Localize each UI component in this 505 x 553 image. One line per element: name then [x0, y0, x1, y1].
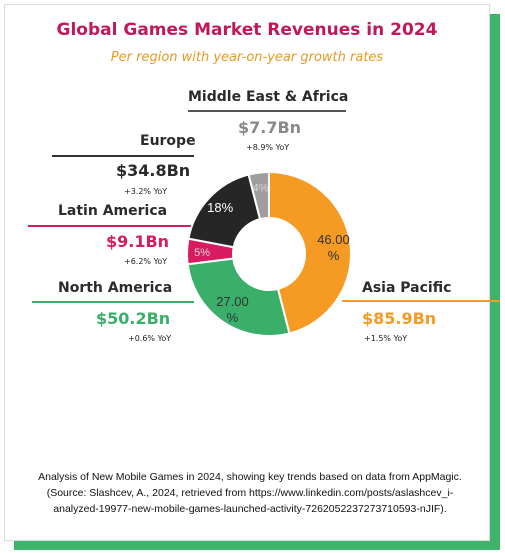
region-yoy-europe: +3.2% YoY	[124, 187, 168, 196]
slice-middle-east-africa	[247, 170, 270, 221]
region-line-europe	[52, 155, 194, 157]
chart-subtitle: Per region with year-on-year growth rate…	[110, 50, 384, 65]
region-revenue-north-america: $50.2Bn	[96, 309, 171, 328]
infographic-card	[4, 4, 490, 541]
chart-title: Global Games Market Revenues in 2024	[56, 20, 438, 40]
region-name-north-america: North America	[58, 280, 173, 296]
slice-label-asia-pacific: 46.00%	[317, 232, 350, 263]
footnote-line-2: (Source: Slashcev, A., 2024, retrieved f…	[46, 487, 454, 499]
slice-label-middle-east-africa: 4%	[253, 183, 269, 195]
region-yoy-asia-pacific: +1.5% YoY	[364, 334, 408, 343]
region-name-asia-pacific: Asia Pacific	[362, 280, 452, 296]
region-line-north-america	[32, 301, 194, 303]
slice-label-north-america: 27.00%	[216, 294, 249, 325]
region-revenue-middle-east-africa: $7.7Bn	[238, 118, 302, 137]
region-line-middle-east-africa	[188, 110, 346, 112]
footnote-line-3: analyzed-19977-new-mobile-games-launched…	[53, 503, 447, 515]
region-revenue-asia-pacific: $85.9Bn	[362, 309, 437, 328]
region-line-latin-america	[28, 225, 194, 227]
region-yoy-north-america: +0.6% YoY	[128, 334, 172, 343]
region-name-latin-america: Latin America	[58, 203, 168, 219]
region-name-europe: Europe	[140, 133, 196, 149]
slice-asia-pacific	[268, 170, 352, 335]
footnote: Analysis of New Mobile Games in 2024, sh…	[20, 469, 480, 517]
region-revenue-latin-america: $9.1Bn	[106, 232, 170, 251]
region-yoy-latin-america: +6.2% YoY	[124, 257, 168, 266]
region-revenue-europe: $34.8Bn	[116, 161, 191, 180]
region-line-asia-pacific	[342, 300, 500, 302]
region-yoy-middle-east-africa: +8.9% YoY	[246, 143, 290, 152]
slice-north-america	[186, 257, 291, 337]
slice-label-latin-america: 5%	[194, 247, 210, 259]
region-name-middle-east-africa: Middle East & Africa	[188, 89, 349, 105]
footnote-line-1: Analysis of New Mobile Games in 2024, sh…	[38, 471, 462, 483]
slice-label-europe: 18%	[207, 200, 233, 215]
